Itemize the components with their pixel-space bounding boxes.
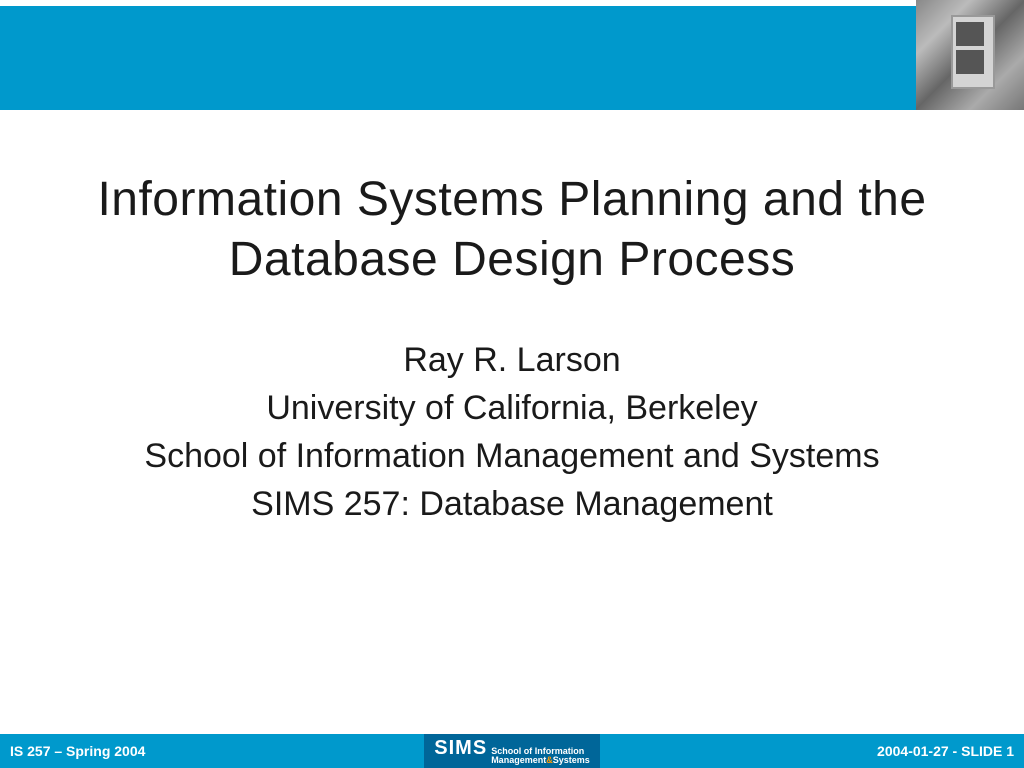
school: School of Information Management and Sys… [80, 434, 944, 480]
header-building-icon [916, 0, 1024, 110]
sims-logo-subtitle: School of Information Management&Systems [491, 747, 590, 765]
slide: Information Systems Planning and the Dat… [0, 0, 1024, 768]
footer-date-slide: 2004-01-27 - SLIDE 1 [600, 743, 1014, 759]
footer: IS 257 – Spring 2004 SIMS School of Info… [0, 734, 1024, 768]
logo-systems: Systems [553, 755, 590, 765]
sims-logo-text: SIMS [434, 737, 487, 760]
subtitle-block: Ray R. Larson University of California, … [80, 338, 944, 528]
logo-management: Management [491, 755, 546, 765]
header-band [0, 6, 1024, 110]
slide-content: Information Systems Planning and the Dat… [0, 110, 1024, 734]
author-name: Ray R. Larson [80, 338, 944, 384]
institution: University of California, Berkeley [80, 386, 944, 432]
course: SIMS 257: Database Management [80, 482, 944, 528]
footer-course-term: IS 257 – Spring 2004 [10, 743, 424, 759]
slide-title: Information Systems Planning and the Dat… [80, 170, 944, 290]
footer-logo: SIMS School of Information Management&Sy… [424, 734, 599, 768]
